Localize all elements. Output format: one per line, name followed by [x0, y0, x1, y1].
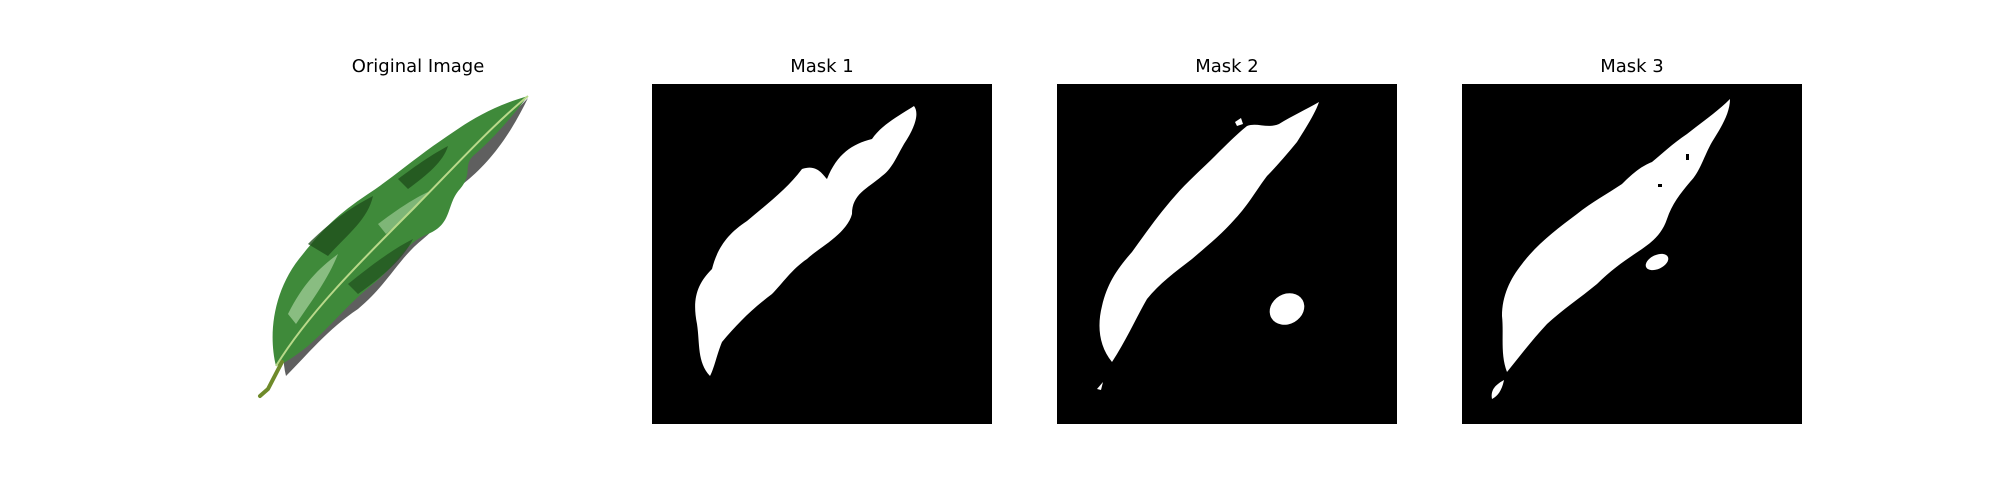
mask-2-region	[1099, 102, 1319, 362]
panel-title: Original Image	[351, 56, 485, 77]
panel-title: Mask 2	[1195, 56, 1259, 77]
mask-3-region	[1502, 99, 1730, 372]
mask-2-image	[1057, 84, 1397, 424]
leaf-stem	[258, 360, 284, 398]
panel-title: Mask 3	[1600, 56, 1664, 77]
mask-1-region	[695, 106, 917, 376]
mask-3-image	[1462, 84, 1802, 424]
panel-title: Mask 1	[790, 56, 854, 77]
original-image	[248, 84, 588, 424]
mask-2-blob	[1269, 293, 1305, 325]
leaf-photo	[248, 84, 588, 424]
mask-2-speckle	[1097, 382, 1103, 390]
leaf-highlight	[378, 192, 428, 234]
leaf-midrib	[275, 95, 529, 367]
leaf-dark-patch	[348, 239, 413, 294]
mask-3-hole	[1686, 154, 1689, 160]
mask-3-blob	[1645, 253, 1669, 271]
leaf-blade	[272, 96, 528, 366]
leaf-dark-patch	[398, 146, 448, 189]
mask-1-svg	[652, 84, 992, 424]
leaf-highlight	[288, 254, 338, 324]
mask-3-svg	[1462, 84, 1802, 424]
mask-2-svg	[1057, 84, 1397, 424]
mask-1-image	[652, 84, 992, 424]
mask-3-hole	[1658, 184, 1662, 187]
mask-2-speckle	[1235, 118, 1243, 126]
leaf-dark-patch	[308, 196, 373, 256]
mask-3-tail	[1491, 380, 1504, 399]
